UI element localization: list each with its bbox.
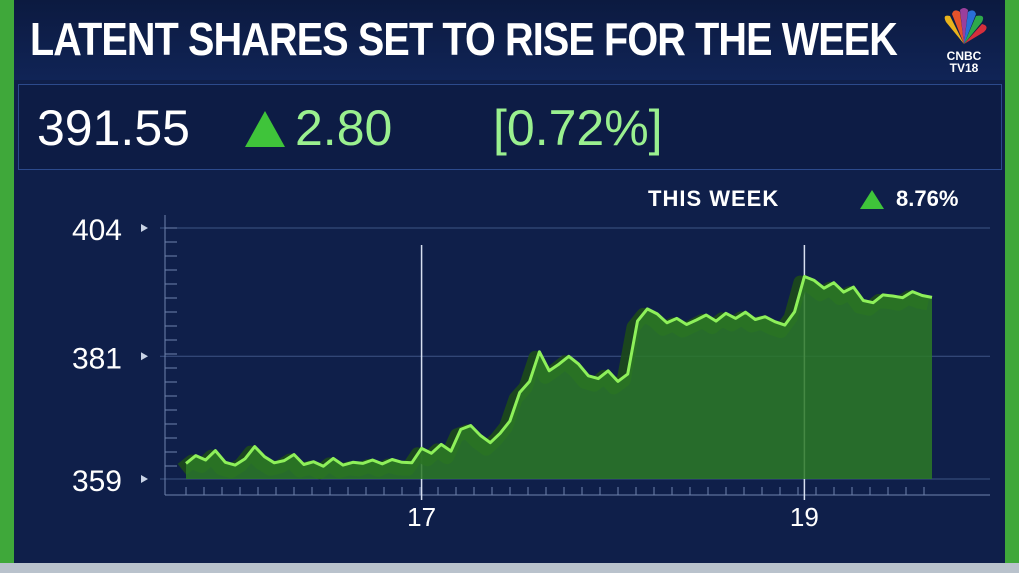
current-price: 391.55 (37, 100, 190, 156)
y-tick-label: 359 (72, 465, 122, 498)
y-tick-marker (141, 224, 148, 232)
logo-line-2: TV18 (949, 61, 979, 75)
y-tick-marker (141, 352, 148, 361)
y-tick-label: 404 (72, 214, 122, 247)
up-arrow-icon (245, 111, 285, 147)
series-line (185, 275, 933, 468)
headline: LATENT SHARES SET TO RISE FOR THE WEEK (30, 13, 898, 65)
peacock-icon (944, 8, 987, 44)
logo-line-1: CNBC (946, 49, 982, 63)
chart-labels: 359 381 404 17 19 (72, 214, 819, 532)
price-change: 2.80 (295, 100, 393, 156)
cnbc-tv18-logo: CNBC TV18 (932, 8, 996, 76)
headline-bar: LATENT SHARES SET TO RISE FOR THE WEEK C… (14, 0, 1005, 80)
percent-change: [0.72%] (493, 100, 663, 156)
y-tick-marker (141, 475, 148, 483)
x-tick-label: 19 (790, 502, 819, 532)
y-tick-label: 381 (72, 342, 122, 375)
price-ticker-bar: 391.55 2.80 [0.72%] (18, 84, 1002, 170)
bottom-strip (0, 563, 1019, 573)
week-up-arrow-icon (860, 190, 884, 209)
week-label: THIS WEEK (648, 186, 780, 211)
x-tick-label: 17 (407, 502, 436, 532)
series-area (186, 276, 932, 479)
week-change: 8.76% (896, 186, 959, 211)
